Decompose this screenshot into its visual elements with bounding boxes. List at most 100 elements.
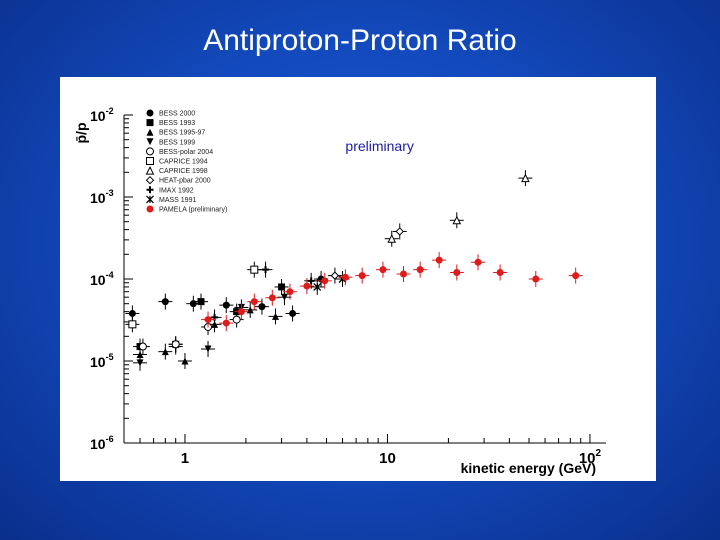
x-tick-label: 10 — [379, 450, 396, 467]
series-caprice-1998-point — [449, 212, 464, 229]
y-tick-label: 10-5 — [90, 352, 114, 370]
series-bess-1999-marker-shape — [280, 293, 288, 301]
series-bess-2000-marker — [161, 298, 169, 306]
legend-label: BESS-polar 2004 — [159, 149, 213, 156]
series-imax-1992-marker — [307, 277, 315, 285]
series-bess-2000-marker — [258, 303, 266, 311]
series-pamela-preliminary-point — [471, 254, 486, 271]
series-bess-polar-2004-marker — [171, 340, 180, 349]
series-imax-1992-marker — [262, 266, 270, 274]
series-bess-1999-marker-shape — [204, 345, 212, 353]
y-tick-exponent: -5 — [106, 352, 114, 362]
series-pamela-preliminary-marker-shape — [303, 282, 311, 290]
series-heat-pbar-2000-marker — [330, 271, 340, 280]
series-caprice-1998-point — [518, 170, 533, 187]
series-heat-pbar-2000-marker-shape — [330, 271, 340, 280]
legend-item: BESS 1999 — [146, 138, 195, 146]
series-bess-polar-2004-point — [135, 338, 150, 355]
series-pamela-preliminary-marker-shape — [341, 273, 349, 281]
y-axis-label: p̄/p — [73, 123, 89, 144]
y-tick-label: 10-3 — [90, 188, 114, 206]
series-pamela-preliminary-marker-shape — [250, 298, 258, 306]
legend-marker-shape — [146, 195, 154, 204]
series-bess-1995-97-marker — [272, 312, 280, 320]
series-pamela-preliminary-marker — [250, 298, 258, 306]
series-caprice-1994-marker — [250, 265, 259, 274]
series-caprice-1998-marker-shape — [521, 173, 530, 183]
legend-marker — [146, 186, 154, 194]
series-bess-1995-97-marker-shape — [246, 306, 254, 314]
series-pamela-preliminary-marker-shape — [204, 316, 212, 324]
series-pamela-preliminary-marker — [341, 273, 349, 281]
series-pamela-preliminary-marker — [303, 282, 311, 290]
legend-label: BESS 1995-97 — [159, 130, 205, 137]
series-caprice-1994-marker-shape — [128, 320, 137, 329]
series-pamela-preliminary-marker-shape — [379, 266, 387, 274]
legend-marker-shape — [146, 157, 154, 165]
legend-item: BESS 2000 — [146, 109, 195, 118]
series-caprice-1998-marker — [387, 234, 397, 243]
legend-item: BESS 1993 — [146, 119, 195, 127]
series-pamela-preliminary-point — [201, 311, 216, 328]
series-bess-2000-point — [254, 298, 269, 315]
series-pamela-preliminary-marker — [572, 272, 580, 280]
series-bess-polar-2004-marker-shape — [138, 342, 147, 351]
legend-marker-shape — [146, 186, 154, 194]
legend-marker-shape — [146, 205, 154, 213]
series-bess-polar-2004-marker-shape — [232, 315, 241, 324]
series-pamela-preliminary-point — [234, 303, 249, 320]
series-pamela-preliminary-point — [299, 278, 314, 295]
series-pamela-preliminary-marker-shape — [237, 308, 245, 316]
series-pamela-preliminary-point — [396, 266, 411, 283]
series-pamela-preliminary-marker-shape — [453, 269, 461, 277]
legend-marker-shape — [146, 128, 154, 136]
y-tick-exponent: -6 — [106, 434, 114, 444]
series-bess-1995-97-marker-shape — [161, 348, 169, 356]
series-pamela-preliminary-marker-shape — [286, 288, 294, 296]
series-bess-2000-marker-shape — [222, 301, 230, 309]
legend-marker — [146, 195, 154, 204]
series-imax-1992-marker-shape — [262, 266, 270, 274]
series-pamela-preliminary-point — [219, 315, 234, 332]
series-caprice-1998-marker-shape — [452, 215, 462, 225]
legend-marker-shape — [146, 138, 154, 146]
series-pamela-preliminary-point — [247, 293, 262, 310]
series-pamela-preliminary-marker-shape — [358, 272, 366, 280]
series-mass-1991-marker — [313, 282, 322, 291]
legend-marker-shape — [146, 109, 154, 117]
series-pamela-preliminary-marker — [416, 266, 424, 274]
series-bess-1995-97-marker-shape — [136, 351, 144, 359]
series-bess-1999-point — [133, 354, 148, 371]
series-bess-2000-marker — [222, 301, 230, 309]
series-bess-2000-point — [285, 305, 300, 322]
series-bess-1993-point — [193, 293, 208, 310]
series-imax-1992-point — [258, 261, 273, 278]
series-bess-2000-point — [219, 297, 234, 314]
legend-label: BESS 2000 — [159, 111, 195, 118]
series-pamela-preliminary-point — [449, 264, 464, 281]
legend-item: MASS 1991 — [146, 195, 196, 204]
series-pamela-preliminary-marker — [399, 270, 407, 278]
series-pamela-preliminary-point — [265, 289, 280, 306]
series-caprice-1998-marker — [521, 173, 530, 183]
series-pamela-preliminary-marker-shape — [268, 294, 276, 302]
series-bess-2000-point — [158, 293, 173, 310]
legend-marker-shape — [146, 119, 154, 127]
series-bess-polar-2004-marker — [138, 342, 147, 351]
series-bess-1995-97-marker-shape — [272, 312, 280, 320]
series-bess-1995-97-point — [268, 308, 283, 325]
y-tick-exponent: -2 — [106, 106, 114, 116]
series-bess-1993-marker-shape — [278, 283, 286, 291]
series-bess-2000-marker-shape — [258, 303, 266, 311]
series-pamela-preliminary-marker — [358, 272, 366, 280]
series-pamela-preliminary-marker-shape — [572, 272, 580, 280]
series-pamela-preliminary-marker — [379, 266, 387, 274]
y-tick-label: 10-2 — [90, 106, 114, 124]
series-pamela-preliminary-marker — [237, 308, 245, 316]
series-bess-polar-2004-point — [168, 336, 183, 353]
series-bess-1999-marker — [280, 293, 288, 301]
series-pamela-preliminary-marker-shape — [222, 319, 230, 327]
legend-marker — [146, 157, 154, 165]
series-pamela-preliminary-marker — [321, 277, 329, 285]
series-caprice-1994-marker — [128, 320, 137, 329]
